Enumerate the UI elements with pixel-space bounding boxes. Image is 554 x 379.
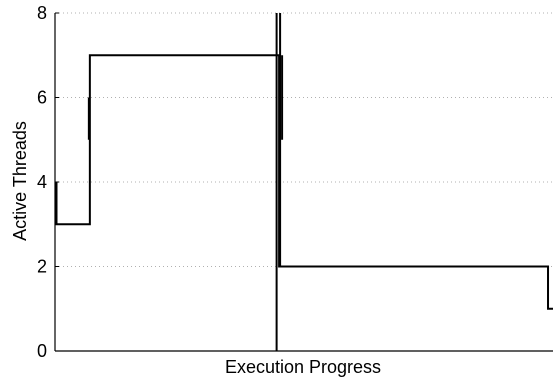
grid-lines bbox=[55, 12, 553, 267]
axes bbox=[54, 12, 553, 352]
y-axis-label: Active Threads bbox=[10, 121, 30, 241]
y-tick-label: 0 bbox=[37, 341, 47, 361]
plot-area bbox=[55, 13, 553, 351]
y-tick-labels: 0 2 4 6 8 bbox=[37, 3, 47, 361]
y-tick-label: 4 bbox=[37, 172, 47, 192]
y-tick-label: 6 bbox=[37, 88, 47, 108]
x-axis-label: Execution Progress bbox=[225, 357, 381, 377]
y-tick-label: 2 bbox=[37, 257, 47, 277]
y-tick-label: 8 bbox=[37, 3, 47, 23]
